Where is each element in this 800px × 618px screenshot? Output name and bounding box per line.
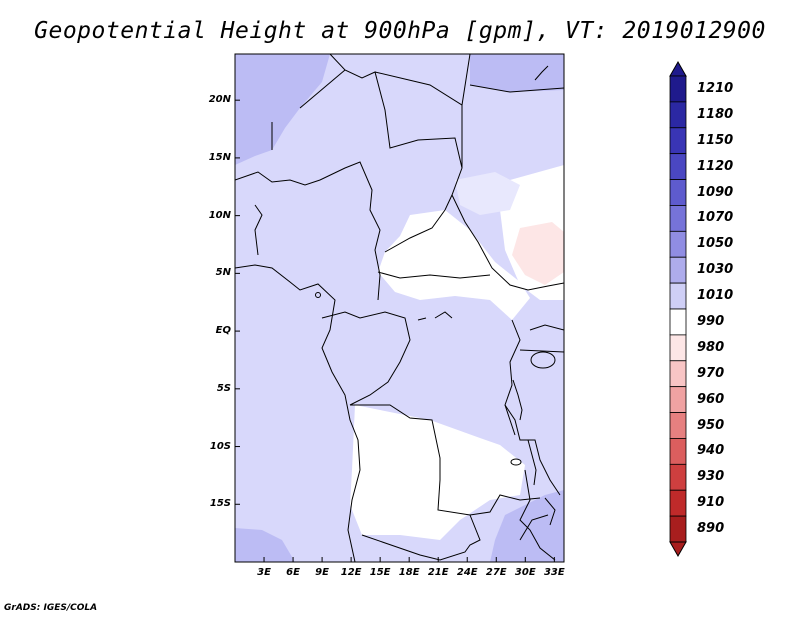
latitude-label: EQ (215, 325, 231, 337)
colorbar-label: 910 (697, 495, 725, 511)
colorbar-label: 1070 (697, 210, 734, 226)
height-field-northeast-high (470, 54, 564, 92)
colorbar-label: 1150 (697, 132, 734, 148)
colorbar-label: 980 (697, 339, 725, 355)
longitude-label: 30E (514, 567, 536, 578)
colorbar-swatch (669, 412, 687, 439)
colorbar-swatch (669, 179, 687, 206)
colorbar-label: 1050 (697, 236, 734, 252)
colorbar-swatch (669, 515, 687, 543)
colorbar-swatch (669, 101, 687, 129)
latitude-label: 15S (209, 498, 231, 510)
height-field-northwest-high (235, 54, 330, 165)
longitude-label: 18E (398, 567, 420, 578)
colorbar-label: 1010 (697, 288, 734, 304)
height-field-southeast-high (490, 490, 564, 562)
latitude-label: 5N (215, 267, 231, 279)
colorbar-label: 930 (697, 469, 725, 485)
longitude-label: 27E (485, 567, 507, 578)
lakes (315, 292, 556, 541)
latitude-label: 15N (208, 151, 231, 163)
latitude-label: 20N (208, 94, 231, 106)
colorbar-label: 960 (697, 391, 725, 407)
colorbar-label: 990 (697, 313, 725, 329)
colorbar-label: 950 (697, 417, 725, 433)
longitude-label: 24E (456, 567, 478, 578)
colorbar-top-arrow (669, 60, 687, 77)
map-frame (234, 53, 565, 563)
height-field-central-low (378, 210, 530, 320)
colorbar-swatch (669, 308, 687, 336)
axis-ticks (235, 99, 555, 562)
longitude-label: 33E (543, 567, 565, 578)
colorbar (669, 60, 687, 558)
colorbar-swatch (669, 230, 687, 258)
colorbar-label: 1180 (697, 106, 734, 122)
colorbar-swatch (669, 463, 687, 491)
height-field-southwest-high (235, 528, 295, 562)
colorbar-label: 940 (697, 443, 725, 459)
height-field-southern-low (350, 405, 525, 540)
colorbar-swatch (669, 360, 687, 388)
longitude-label: 21E (427, 567, 449, 578)
longitude-label: 15E (369, 567, 391, 578)
height-field-sudan-light (455, 172, 520, 215)
longitude-label: 9E (315, 567, 329, 578)
grads-credit: GrADS: IGES/COLA (4, 603, 98, 613)
colorbar-label: 1090 (697, 184, 734, 200)
colorbar-label: 1210 (697, 80, 734, 96)
height-field-pink-region (512, 222, 564, 285)
colorbar-swatch (669, 438, 687, 465)
latitude-label: 10S (209, 440, 231, 452)
latitude-label: 10N (208, 209, 231, 221)
map-title: Geopotential Height at 900hPa [gpm], VT:… (34, 18, 766, 44)
colorbar-label: 890 (697, 521, 725, 537)
longitude-label: 6E (286, 567, 300, 578)
colorbar-swatch (669, 256, 687, 284)
colorbar-bottom-arrow (669, 541, 687, 558)
colorbar-swatch (669, 205, 687, 232)
latitude-label: 5S (216, 382, 231, 394)
northeast-coastline (534, 65, 549, 81)
colorbar-swatch (669, 153, 687, 180)
colorbar-swatch (669, 386, 687, 413)
country-borders (235, 54, 564, 562)
longitude-label: 12E (340, 567, 362, 578)
colorbar-swatch (669, 334, 687, 362)
colorbar-label: 970 (697, 365, 725, 381)
colorbar-swatch (669, 127, 687, 155)
colorbar-swatch (669, 75, 687, 103)
colorbar-swatch (669, 282, 687, 310)
colorbar-label: 1120 (697, 158, 734, 174)
colorbar-label: 1030 (697, 262, 734, 278)
longitude-label: 3E (257, 567, 271, 578)
colorbar-swatch (669, 489, 687, 517)
